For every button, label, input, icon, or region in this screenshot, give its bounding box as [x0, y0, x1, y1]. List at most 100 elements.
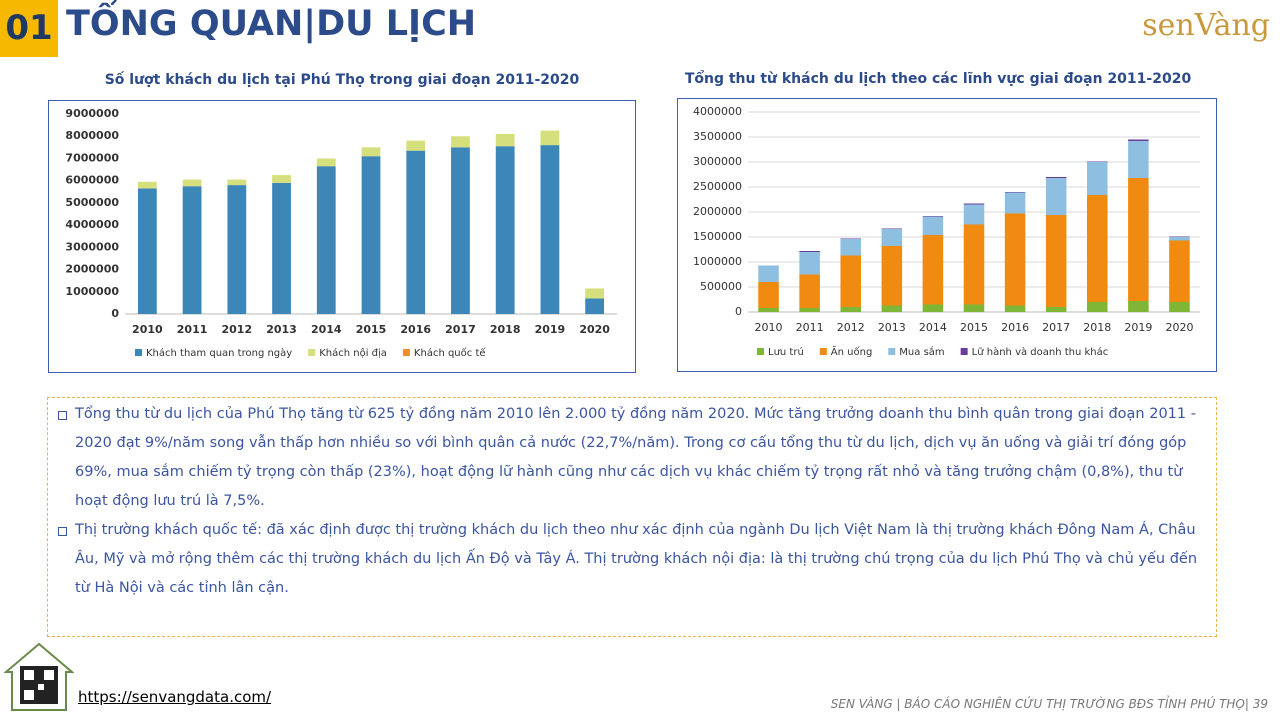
x-tick-label: 2014: [919, 321, 947, 334]
bar-segment: [840, 238, 861, 239]
legend-swatch: [402, 349, 410, 356]
bar-segment: [540, 130, 560, 146]
bar-segment: [840, 239, 861, 256]
legend-label: Lưu trú: [768, 346, 804, 358]
chart-border: [677, 98, 1217, 372]
bar-segment: [1128, 141, 1149, 178]
bar-segment: [1045, 215, 1067, 307]
x-tick-label: 2011: [177, 323, 208, 336]
bar-segment: [1045, 178, 1067, 215]
x-tick-label: 2020: [1165, 321, 1193, 334]
y-tick-label: 8000000: [65, 129, 119, 142]
x-tick-label: 2012: [837, 321, 865, 334]
legend-label: Khách tham quan trong ngày: [146, 347, 292, 359]
legend-swatch: [819, 348, 827, 355]
x-tick-label: 2012: [222, 323, 253, 336]
legend-swatch: [135, 349, 142, 356]
chart: 0 1000000 2000000 3000000 4000000 5000000 6000…: [48, 100, 636, 373]
x-tick-label: 2017: [445, 323, 476, 336]
y-tick-label: 6000000: [65, 174, 119, 187]
bar-segment: [182, 179, 202, 187]
y-tick-label: 1500000: [693, 230, 742, 243]
bar-segment: [406, 140, 426, 151]
x-tick-label: 2019: [535, 323, 566, 336]
bar-segment: [1128, 178, 1149, 301]
bar-segment: [1004, 192, 1026, 193]
bar-segment: [881, 229, 903, 246]
y-tick-label: 4000000: [693, 105, 742, 118]
bar-segment: [1087, 161, 1108, 162]
bar-segment: [137, 188, 157, 314]
x-tick-label: 2016: [1001, 321, 1029, 334]
bar-segment: [881, 305, 903, 312]
qr-icon: [4, 642, 74, 711]
legend-label: Ăn uống: [831, 345, 873, 358]
bar-segment: [799, 251, 820, 252]
x-tick-label: 2011: [796, 321, 824, 334]
bar-segment: [758, 282, 779, 308]
chart-title: Tổng thu từ khách du lịch theo các lĩnh …: [684, 71, 1192, 87]
bar-segment: [451, 136, 470, 148]
bar-segment: [495, 134, 515, 147]
bar-segment: [758, 308, 779, 312]
legend-label: Khách nội địa: [319, 347, 387, 359]
bar-segment: [272, 175, 291, 183]
x-tick-label: 2019: [1124, 321, 1152, 334]
y-tick-label: 2500000: [693, 180, 742, 193]
bar-segment: [540, 145, 560, 314]
bar-segment: [840, 255, 861, 307]
y-tick-label: 7000000: [65, 151, 119, 164]
legend-swatch: [888, 348, 896, 355]
bar-segment: [963, 203, 985, 205]
legend-label: Khách quốc tế: [414, 347, 486, 359]
bar-segment: [272, 182, 291, 314]
x-tick-label: 2020: [579, 323, 610, 336]
y-tick-label: 500000: [700, 280, 742, 293]
bar-segment: [963, 304, 985, 312]
bar-segment: [316, 158, 336, 167]
bar-segment: [1004, 305, 1026, 312]
y-tick-label: 1000000: [65, 285, 119, 298]
logo: senVàng: [1142, 8, 1270, 43]
bar-segment: [799, 274, 820, 308]
x-tick-label: 2015: [960, 321, 988, 334]
bar-segment: [406, 150, 426, 314]
y-tick-label: 1000000: [693, 255, 742, 268]
bar-segment: [361, 156, 381, 314]
bar-segment: [922, 235, 944, 305]
bar-segment: [1169, 240, 1190, 302]
x-tick-label: 2014: [311, 323, 342, 336]
bar-segment: [922, 216, 944, 217]
bar-segment: [585, 288, 605, 299]
x-tick-label: 2010: [755, 321, 783, 334]
x-tick-label: 2017: [1042, 321, 1070, 334]
website-link[interactable]: https://senvangdata.com/: [78, 688, 272, 706]
footer-text: SEN VÀNG | BÁO CÁO NGHIÊN CỨU THỊ TRƯỜNG…: [830, 697, 1268, 711]
bar-segment: [922, 304, 944, 312]
bar-segment: [840, 307, 861, 312]
bullet-text: Tổng thu từ du lịch của Phú Thọ tăng từ …: [58, 400, 1198, 516]
bar-segment: [963, 204, 985, 225]
chart-title: Số lượt khách du lịch tại Phú Thọ trong …: [104, 72, 580, 88]
y-tick-label: 0: [735, 305, 742, 318]
bar-segment: [1169, 236, 1190, 237]
page-title: TỔNG QUAN|DU LỊCH: [66, 4, 477, 44]
x-tick-label: 2010: [132, 323, 163, 336]
legend-swatch: [757, 348, 764, 355]
bar-segment: [1169, 237, 1190, 241]
x-tick-label: 2016: [400, 323, 431, 336]
y-tick-label: 3000000: [65, 240, 119, 253]
bullet-text: Thị trường khách quốc tế: đã xác định đư…: [58, 516, 1198, 603]
bar-segment: [316, 166, 336, 314]
bar-segment: [182, 186, 202, 314]
bar-segment: [963, 224, 985, 305]
bar-segment: [1004, 213, 1026, 306]
y-tick-label: 2000000: [693, 205, 742, 218]
bar-segment: [451, 147, 470, 314]
bar-segment: [1087, 302, 1108, 312]
bar-segment: [881, 228, 903, 229]
bar-segment: [922, 216, 944, 235]
bar-segment: [1128, 139, 1149, 141]
bar-segment: [1004, 192, 1026, 214]
bar-segment: [1045, 177, 1067, 178]
